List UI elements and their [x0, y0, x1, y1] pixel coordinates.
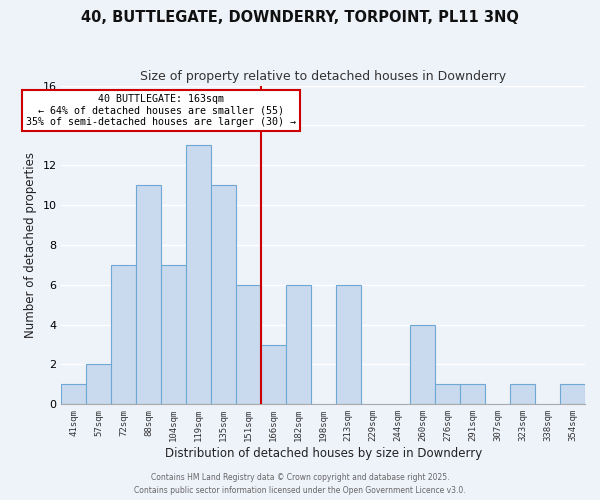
Bar	[460, 384, 485, 404]
Bar	[186, 146, 211, 404]
Bar	[560, 384, 585, 404]
Text: 40, BUTTLEGATE, DOWNDERRY, TORPOINT, PL11 3NQ: 40, BUTTLEGATE, DOWNDERRY, TORPOINT, PL1…	[81, 10, 519, 25]
Bar	[161, 265, 186, 404]
Bar	[410, 324, 436, 404]
X-axis label: Distribution of detached houses by size in Downderry: Distribution of detached houses by size …	[164, 447, 482, 460]
Bar	[286, 285, 311, 405]
Bar	[61, 384, 86, 404]
Bar	[136, 185, 161, 404]
Text: 40 BUTTLEGATE: 163sqm
← 64% of detached houses are smaller (55)
35% of semi-deta: 40 BUTTLEGATE: 163sqm ← 64% of detached …	[26, 94, 296, 126]
Bar	[211, 185, 236, 404]
Bar	[436, 384, 460, 404]
Bar	[335, 285, 361, 405]
Bar	[510, 384, 535, 404]
Bar	[86, 364, 111, 405]
Bar	[236, 285, 261, 405]
Bar	[111, 265, 136, 404]
Bar	[261, 344, 286, 405]
Text: Contains HM Land Registry data © Crown copyright and database right 2025.
Contai: Contains HM Land Registry data © Crown c…	[134, 474, 466, 495]
Title: Size of property relative to detached houses in Downderry: Size of property relative to detached ho…	[140, 70, 506, 83]
Y-axis label: Number of detached properties: Number of detached properties	[24, 152, 37, 338]
